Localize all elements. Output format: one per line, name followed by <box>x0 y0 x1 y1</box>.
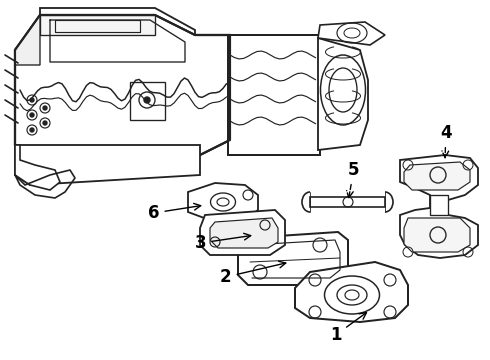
Polygon shape <box>404 218 470 252</box>
Circle shape <box>30 113 34 117</box>
Polygon shape <box>40 15 155 35</box>
Polygon shape <box>210 218 278 248</box>
Text: 3: 3 <box>195 233 251 252</box>
Circle shape <box>144 97 150 103</box>
Polygon shape <box>15 15 230 155</box>
Polygon shape <box>200 210 285 255</box>
Polygon shape <box>318 38 368 150</box>
Text: 1: 1 <box>330 312 367 344</box>
Polygon shape <box>318 22 385 45</box>
Polygon shape <box>430 195 448 215</box>
Circle shape <box>30 98 34 102</box>
Polygon shape <box>40 8 195 65</box>
Polygon shape <box>295 262 408 322</box>
Polygon shape <box>238 232 348 285</box>
Polygon shape <box>404 162 470 190</box>
Polygon shape <box>228 35 320 155</box>
Text: 4: 4 <box>440 124 452 158</box>
Polygon shape <box>15 15 40 65</box>
Polygon shape <box>130 82 165 120</box>
Text: 6: 6 <box>148 203 201 222</box>
Polygon shape <box>15 145 200 185</box>
Text: 5: 5 <box>346 161 360 198</box>
Circle shape <box>43 106 47 110</box>
Circle shape <box>43 121 47 125</box>
Circle shape <box>30 128 34 132</box>
Polygon shape <box>15 145 60 190</box>
Text: 2: 2 <box>220 261 286 286</box>
Polygon shape <box>188 183 258 222</box>
Polygon shape <box>310 197 385 207</box>
Polygon shape <box>400 155 478 258</box>
